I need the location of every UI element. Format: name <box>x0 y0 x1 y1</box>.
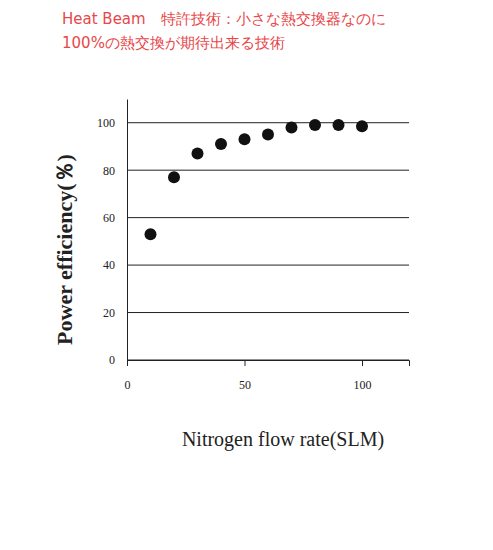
y-tick-label: 60 <box>103 211 115 225</box>
points <box>145 119 369 240</box>
y-tick: 80 <box>103 164 127 178</box>
x-axis-line <box>128 361 410 367</box>
x-axis-title: Nitrogen flow rate(SLM) <box>182 428 384 451</box>
point <box>145 228 157 240</box>
x-tick: 0 <box>125 360 131 392</box>
x-tick: 100 <box>354 360 372 392</box>
y-axis: 0 20 40 60 80 100 <box>97 100 128 368</box>
y-tick-label: 0 <box>109 353 115 367</box>
grid <box>127 123 409 360</box>
y-tick: 40 <box>103 258 127 272</box>
point <box>239 133 251 145</box>
y-axis-line <box>127 100 128 361</box>
point <box>333 119 345 131</box>
y-tick: 60 <box>103 211 127 225</box>
chart: Heat Beam 特許技術：小さな熱交換器なのに 100%の熱交換が期待出来る技… <box>0 0 493 550</box>
grid-line <box>127 170 409 171</box>
y-tick: 0 <box>109 353 127 367</box>
title: Heat Beam 特許技術：小さな熱交換器なのに <box>62 10 386 28</box>
x-tick-label: 100 <box>354 378 372 392</box>
x-axis: 0 50 100 <box>125 360 410 392</box>
x-tick-mark <box>245 360 246 366</box>
y-tick-label: 40 <box>103 258 115 272</box>
y-axis-title: Power efficiency(％) <box>52 154 77 345</box>
grid-line <box>127 217 409 218</box>
point <box>286 121 298 133</box>
point <box>309 119 321 131</box>
grid-line <box>127 265 409 266</box>
point <box>168 171 180 183</box>
y-tick-label: 20 <box>103 306 115 320</box>
x-tick-mark <box>362 360 363 366</box>
subtitle: 100%の熱交換が期待出来る技術 <box>62 34 285 52</box>
y-tick-label: 100 <box>97 116 115 130</box>
x-tick-mark <box>127 360 128 366</box>
y-tick: 100 <box>97 116 127 130</box>
point <box>215 138 227 150</box>
point <box>262 129 274 141</box>
y-tick-label: 80 <box>103 164 115 178</box>
x-tick-label: 0 <box>125 378 131 392</box>
x-tick: 50 <box>239 360 251 392</box>
grid-line <box>127 312 409 313</box>
point <box>192 148 204 160</box>
point <box>356 120 368 132</box>
y-tick: 20 <box>103 306 127 320</box>
x-tick-label: 50 <box>239 378 251 392</box>
